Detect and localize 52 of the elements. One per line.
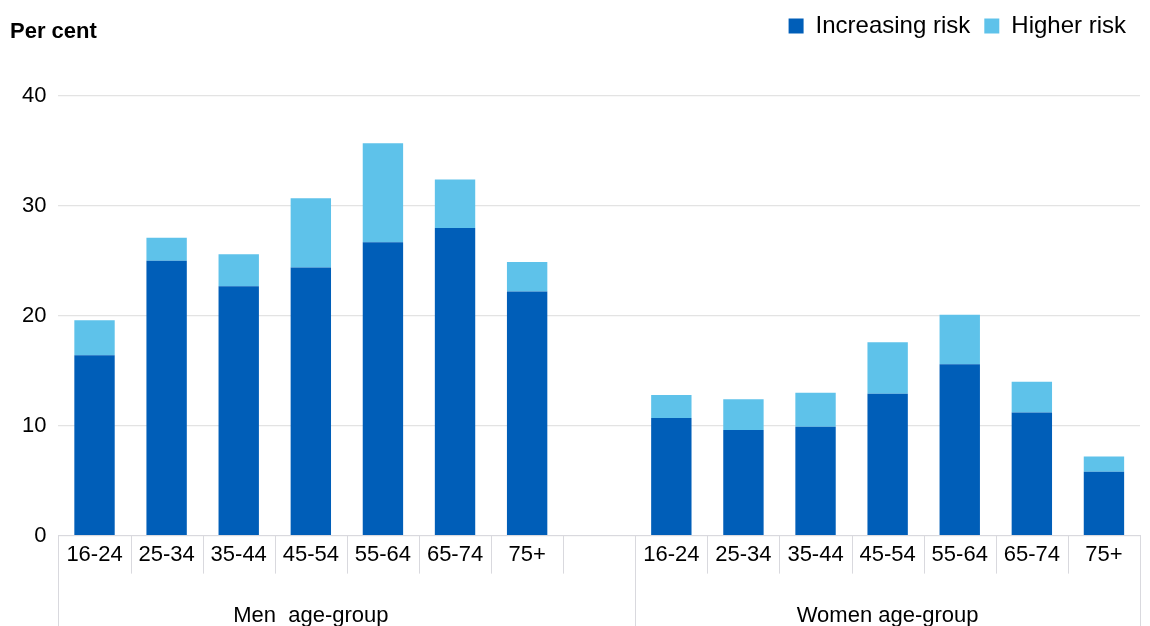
text: Men age-group <box>233 602 389 626</box>
bar <box>1011 412 1053 535</box>
bar <box>290 198 332 268</box>
y-tick-label: 20 <box>21 301 47 327</box>
bar <box>146 260 187 535</box>
bar <box>506 261 548 292</box>
bar <box>506 291 548 535</box>
bar <box>434 227 476 535</box>
x-tick-label: 75+ <box>508 540 546 566</box>
x-tick-label: 25-34 <box>138 540 195 566</box>
x-tick-label: 75+ <box>1085 540 1123 566</box>
bar <box>1083 456 1125 472</box>
x-tick-label: 65-74 <box>426 540 484 566</box>
bar <box>939 364 980 535</box>
bar <box>1083 471 1125 535</box>
y-tick-label: 0 <box>34 521 47 547</box>
bar <box>723 399 764 431</box>
x-tick-label: 55-64 <box>931 540 988 566</box>
y-tick-label: 30 <box>21 191 47 217</box>
bar <box>74 355 115 535</box>
x-tick-label: 55-64 <box>354 540 412 566</box>
bar <box>795 392 836 427</box>
x-tick-label: 16-24 <box>66 540 123 566</box>
legend-label: Increasing risk <box>815 10 972 38</box>
y-axis-title: Per cent <box>10 18 98 43</box>
y-tick-label: 10 <box>21 411 47 437</box>
bar <box>867 342 908 394</box>
bar <box>867 393 908 535</box>
bar <box>651 418 692 535</box>
x-tick-label: 25-34 <box>715 540 772 566</box>
bar <box>723 430 764 535</box>
bar <box>218 254 259 287</box>
bar <box>651 394 692 419</box>
x-tick-label: 35-44 <box>787 540 844 566</box>
bar <box>290 267 332 535</box>
x-tick-label: 65-74 <box>1003 540 1060 566</box>
y-tick-label: 40 <box>21 82 47 108</box>
bar <box>434 179 476 228</box>
x-tick-label: 35-44 <box>210 540 267 566</box>
bar <box>146 237 187 261</box>
bar <box>939 314 980 365</box>
bar <box>218 286 259 535</box>
bar <box>74 320 115 356</box>
legend-label: Higher risk <box>1011 10 1127 38</box>
bar <box>362 242 404 535</box>
x-tick-label: 45-54 <box>859 540 916 566</box>
x-tick-label: 16-24 <box>643 540 700 566</box>
text: Women age-group <box>796 602 979 626</box>
x-tick-label: 45-54 <box>282 540 339 566</box>
bar <box>795 426 836 535</box>
bar <box>362 143 404 243</box>
bar <box>1011 381 1053 413</box>
